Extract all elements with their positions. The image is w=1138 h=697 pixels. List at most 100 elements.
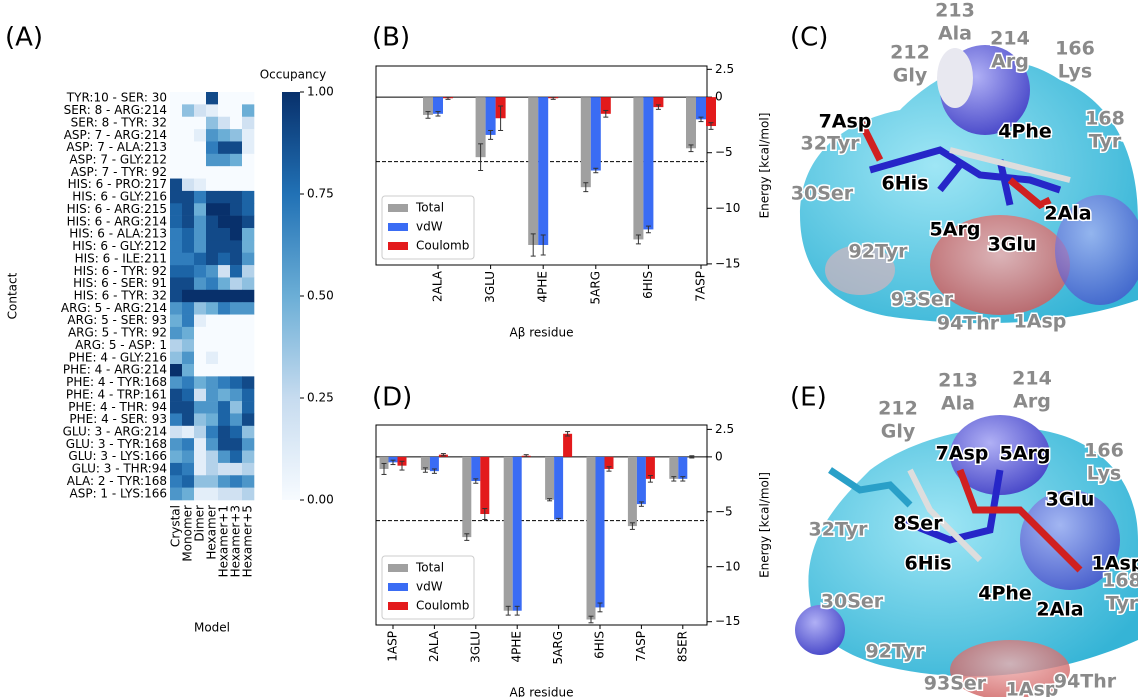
- heat-cell: [170, 327, 182, 340]
- bar: [462, 457, 471, 537]
- x-tick-label: 6HIS: [641, 271, 655, 299]
- heat-cell: [218, 376, 230, 389]
- legend-swatch: [388, 564, 408, 572]
- x-axis-title: Aβ residue: [510, 326, 574, 340]
- heat-cell: [206, 166, 218, 179]
- heat-cell: [194, 203, 206, 216]
- residue-label: Ala: [941, 393, 975, 415]
- heat-cell: [194, 141, 206, 154]
- heat-cell: [194, 92, 206, 105]
- panel-label: (D): [372, 383, 412, 413]
- heat-cell: [182, 327, 194, 340]
- heat-cell: [242, 179, 254, 192]
- heat-cell: [194, 488, 206, 501]
- bar: [669, 457, 678, 479]
- residue-label: 2Ala: [1036, 599, 1083, 621]
- panel-label: (E): [790, 383, 827, 413]
- residue-label: 1Asp: [1014, 311, 1067, 333]
- heat-cell: [182, 475, 194, 488]
- heat-cell: [242, 265, 254, 278]
- heat-cell: [230, 265, 242, 278]
- legend-label: Total: [415, 201, 444, 215]
- heat-cell: [230, 203, 242, 216]
- heat-cell: [218, 290, 230, 303]
- x-tick-label: 7ASP: [694, 271, 708, 302]
- bar: [587, 457, 596, 620]
- heat-cell: [206, 438, 218, 451]
- bar: [504, 457, 513, 611]
- colorbar: [282, 92, 300, 500]
- heat-cell: [242, 463, 254, 476]
- bar: [513, 457, 522, 611]
- heat-cell: [206, 117, 218, 130]
- heat-cell: [182, 364, 194, 377]
- heat-cell: [206, 376, 218, 389]
- heat-cell: [218, 488, 230, 501]
- colorbar-tick-label: 0.00: [307, 493, 334, 507]
- residue-label: 6His: [882, 173, 929, 195]
- heat-cell: [242, 166, 254, 179]
- heat-cell: [182, 488, 194, 501]
- y-tick-label: 0: [715, 449, 723, 463]
- heat-cell: [218, 315, 230, 328]
- bar: [633, 97, 643, 239]
- residue-label: 166: [1055, 38, 1095, 60]
- heat-cell: [206, 104, 218, 117]
- figure: (A) (B) (D) (C) (E) TYR:10 - SER: 30SER:…: [0, 0, 1138, 697]
- heat-cell: [230, 364, 242, 377]
- bar: [596, 457, 605, 608]
- residue-label: 2Ala: [1044, 203, 1091, 225]
- heat-cell: [182, 154, 194, 167]
- bar: [486, 97, 496, 135]
- y-tick-label: −10: [715, 559, 740, 573]
- heat-cell: [218, 129, 230, 142]
- bar: [581, 97, 591, 187]
- heat-cell: [206, 389, 218, 402]
- residue-label: Gly: [893, 65, 928, 87]
- bar: [643, 97, 653, 229]
- residue-label: Tyr: [1106, 593, 1138, 615]
- heat-cell: [218, 216, 230, 229]
- heat-cell: [242, 191, 254, 204]
- heat-cell: [170, 117, 182, 130]
- legend-swatch: [388, 602, 408, 610]
- heat-cell: [206, 240, 218, 253]
- heat-cell: [182, 438, 194, 451]
- heat-cell: [230, 339, 242, 352]
- heat-cell: [194, 154, 206, 167]
- heat-cell: [182, 265, 194, 278]
- heat-cell: [242, 240, 254, 253]
- heat-cell: [206, 253, 218, 266]
- heat-cell: [206, 339, 218, 352]
- heat-cell: [170, 451, 182, 464]
- heat-cell: [170, 401, 182, 414]
- heat-cell: [194, 376, 206, 389]
- heat-cell: [206, 92, 218, 105]
- residue-label: 32Tyr: [809, 519, 869, 541]
- bar: [678, 457, 687, 479]
- bar: [528, 97, 538, 245]
- heat-cell: [242, 92, 254, 105]
- heat-cell: [206, 401, 218, 414]
- panel-label: (A): [5, 23, 43, 53]
- heat-cell: [170, 426, 182, 439]
- heat-cell: [230, 488, 242, 501]
- heat-cell: [206, 426, 218, 439]
- x-tick-label: 6HIS: [593, 631, 607, 659]
- heat-cell: [170, 389, 182, 402]
- heat-cell: [206, 228, 218, 241]
- heat-cell: [218, 475, 230, 488]
- bar: [628, 457, 637, 526]
- residue-label: 1Asp: [1006, 679, 1059, 697]
- heat-cell: [170, 265, 182, 278]
- heat-cell: [194, 265, 206, 278]
- y-tick-label: −15: [715, 256, 740, 270]
- bar: [563, 434, 572, 457]
- heat-cell: [206, 488, 218, 501]
- heat-cell: [218, 389, 230, 402]
- heat-cell: [170, 463, 182, 476]
- heat-cell: [242, 488, 254, 501]
- heat-cell: [230, 315, 242, 328]
- heat-cell: [182, 129, 194, 142]
- residue-label: 168: [1085, 108, 1125, 130]
